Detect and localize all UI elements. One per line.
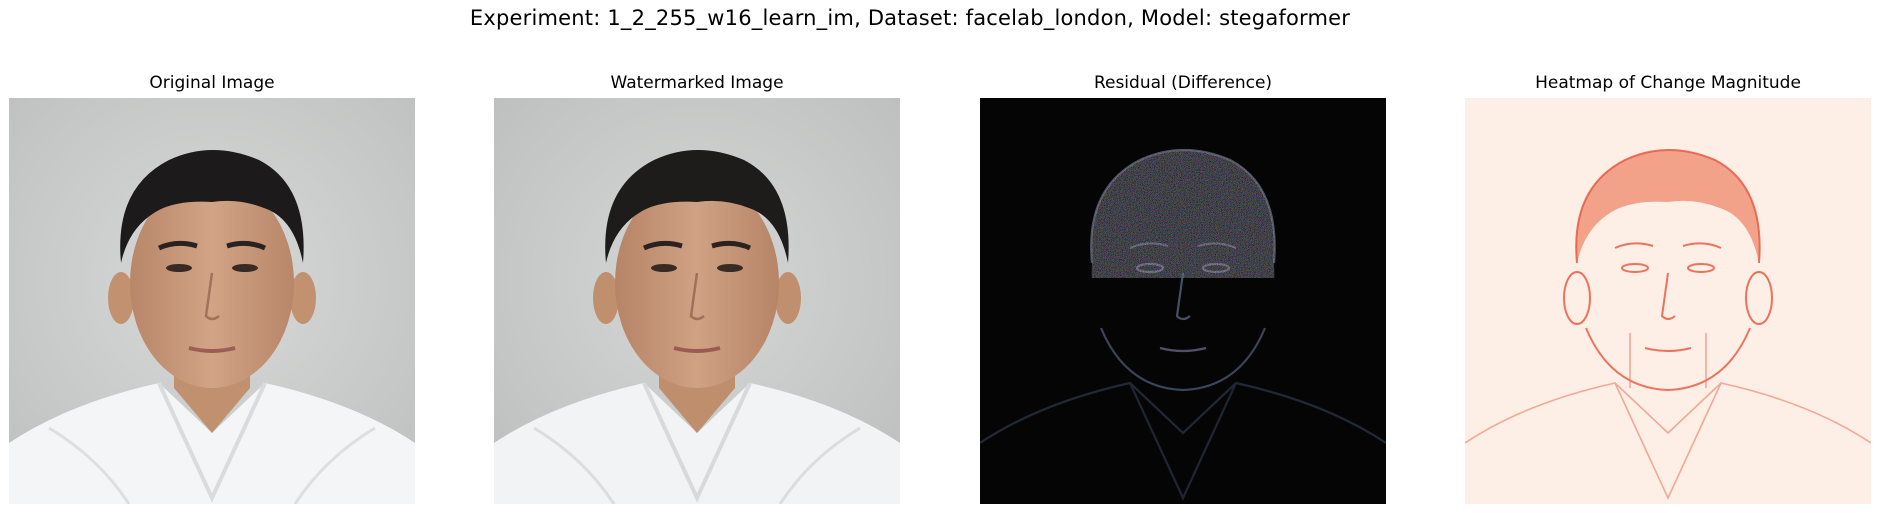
watermarked-image-title: Watermarked Image <box>610 73 784 93</box>
watermarked-face-photo <box>494 98 900 504</box>
residual-title: Residual (Difference) <box>1093 73 1273 93</box>
heatmap-image <box>1465 98 1871 504</box>
residual-image <box>980 98 1386 504</box>
residual-difference-map <box>980 98 1386 504</box>
heatmap-title: Heatmap of Change Magnitude <box>1535 73 1801 93</box>
original-image-title: Original Image <box>149 73 275 93</box>
original-image <box>9 98 415 504</box>
watermarked-image <box>494 98 900 504</box>
figure-title: Experiment: 1_2_255_w16_learn_im, Datase… <box>469 6 1351 30</box>
change-magnitude-heatmap <box>1465 98 1871 504</box>
original-face-photo <box>9 98 415 504</box>
